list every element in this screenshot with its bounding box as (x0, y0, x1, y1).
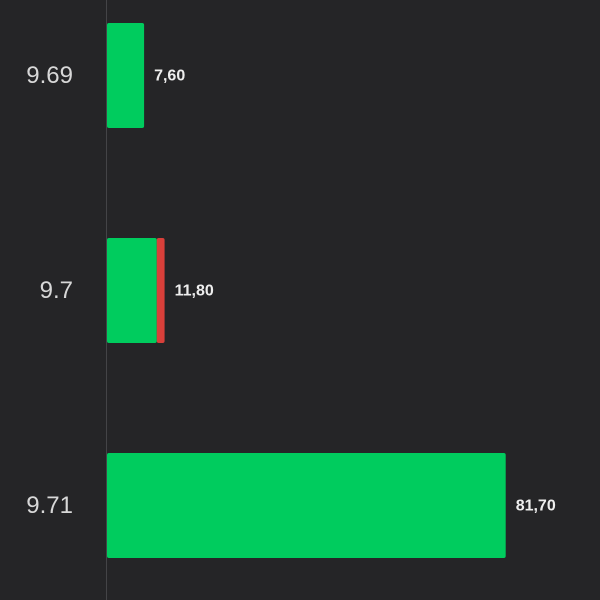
bar-segment (107, 453, 506, 558)
y-tick-label: 9.71 (26, 492, 73, 519)
value-label: 11,80 (175, 283, 214, 300)
value-label: 81,70 (516, 498, 556, 515)
value-label: 7,60 (154, 68, 185, 85)
bar-segment (107, 238, 157, 343)
y-tick-label: 9.7 (40, 277, 73, 304)
bar-segment (107, 23, 145, 128)
y-tick-label: 9.69 (26, 62, 73, 89)
bar-segment (156, 238, 165, 343)
